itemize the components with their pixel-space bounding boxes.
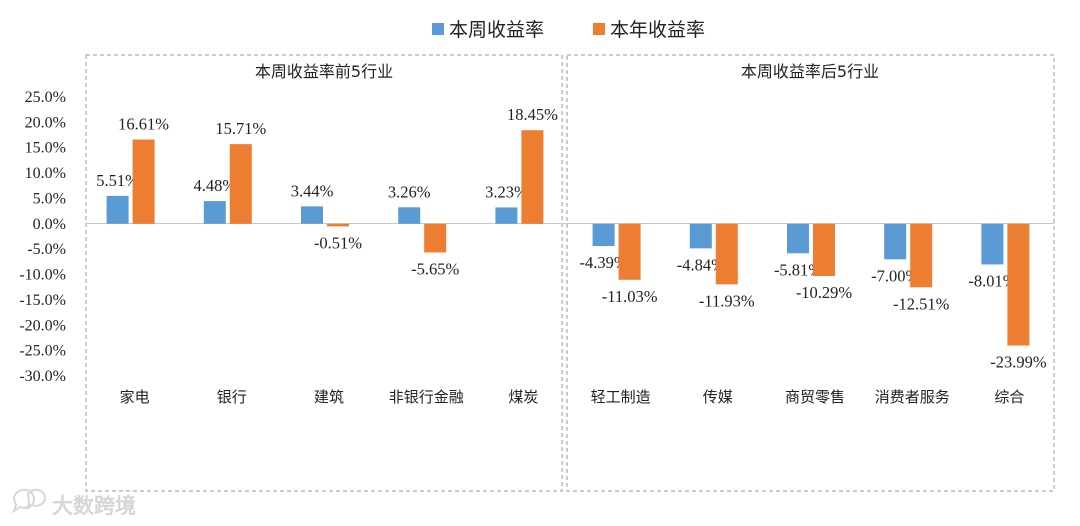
- category-label: 家电: [120, 388, 150, 406]
- data-label-weekly-return: -7.00%: [871, 266, 919, 285]
- y-tick-label: 0.0%: [33, 216, 66, 233]
- bars: 家电 5.51% 16.61% 银行 4.48% 15.71% 建筑 3.44% -0.51% 非…: [96, 105, 1047, 406]
- data-label-weekly-return: -4.39%: [580, 253, 628, 272]
- data-label-weekly-return: 5.51%: [96, 171, 139, 190]
- data-label-weekly-return: 3.26%: [388, 182, 431, 201]
- data-label-weekly-return: 4.48%: [193, 176, 236, 195]
- bar-ytd-return: [618, 223, 641, 280]
- bar-weekly-return: [592, 223, 615, 247]
- data-label-weekly-return: 3.23%: [485, 182, 528, 201]
- legend-swatch-series-1: [432, 23, 444, 35]
- speech-bubble-logo-icon: [12, 488, 46, 514]
- bar-ytd-return: [715, 223, 738, 285]
- legend-label-series-1: 本周收益率: [449, 19, 544, 41]
- data-label-ytd-return: -5.65%: [411, 259, 459, 278]
- y-tick-label: 25.0%: [25, 89, 66, 106]
- panel-frame-bottom: [566, 54, 1055, 492]
- bar-weekly-return: [301, 206, 323, 224]
- bar-ytd-return: [327, 223, 349, 227]
- bar-weekly-return: [884, 223, 907, 260]
- bar-weekly-return: [787, 223, 809, 254]
- bar-weekly-return: [495, 207, 518, 224]
- y-tick-label: -5.0%: [27, 241, 66, 258]
- y-axis-tick-labels: 25.0% 20.0% 15.0% 10.0% 5.0% 0.0% -5.0% -10.0% -…: [19, 89, 66, 385]
- y-tick-label: 10.0%: [25, 165, 66, 182]
- panel-frame-top: [85, 54, 563, 492]
- bar-weekly-return: [203, 201, 226, 224]
- watermark-text: 大数跨境: [52, 494, 136, 518]
- bar-ytd-return: [521, 130, 544, 224]
- watermark: 大数跨境: [12, 488, 136, 518]
- panel-title-bottom: 本周收益率后5行业: [741, 62, 879, 81]
- bar-weekly-return: [689, 223, 712, 249]
- category-label: 建筑: [314, 388, 344, 406]
- bar-weekly-return: [106, 195, 129, 224]
- data-label-weekly-return: -8.01%: [968, 271, 1016, 290]
- category-label: 煤炭: [508, 388, 538, 406]
- bar-ytd-return: [1007, 223, 1030, 346]
- panel-title-top: 本周收益率前5行业: [255, 62, 393, 81]
- data-label-weekly-return: 3.44%: [291, 181, 334, 200]
- category-label: 银行: [217, 388, 247, 406]
- y-tick-label: -30.0%: [19, 368, 66, 385]
- bar-weekly-return: [981, 223, 1004, 265]
- data-label-weekly-return: -4.84%: [677, 255, 725, 274]
- category-label: 传媒: [703, 388, 733, 406]
- legend: 本周收益率 本年收益率: [432, 19, 705, 41]
- y-tick-label: 15.0%: [25, 140, 66, 157]
- category-label: 商贸零售: [785, 388, 845, 406]
- y-tick-label: -15.0%: [19, 292, 66, 309]
- data-label-ytd-return: -23.99%: [990, 353, 1047, 372]
- data-label-ytd-return: -12.51%: [893, 294, 950, 313]
- bar-ytd-return: [813, 223, 835, 277]
- bar-ytd-return: [132, 139, 155, 224]
- y-tick-label: 5.0%: [33, 190, 66, 207]
- data-label-ytd-return: 16.61%: [118, 115, 169, 134]
- bar-ytd-return: [229, 144, 252, 224]
- y-tick-label: 20.0%: [25, 114, 66, 131]
- category-label: 消费者服务: [875, 388, 950, 406]
- y-tick-label: -10.0%: [19, 267, 66, 284]
- category-label: 综合: [994, 388, 1024, 406]
- legend-label-series-2: 本年收益率: [610, 19, 705, 41]
- data-label-ytd-return: -11.03%: [602, 287, 658, 306]
- bar-ytd-return: [910, 223, 933, 288]
- data-label-ytd-return: 15.71%: [215, 119, 266, 138]
- data-label-weekly-return: -5.81%: [774, 260, 822, 279]
- y-tick-label: -25.0%: [19, 343, 66, 360]
- y-tick-label: -20.0%: [19, 317, 66, 334]
- bar-ytd-return: [424, 223, 447, 253]
- data-label-ytd-return: 18.45%: [507, 105, 558, 124]
- bar-weekly-return: [398, 207, 421, 224]
- data-label-ytd-return: -0.51%: [314, 233, 362, 252]
- category-label: 非银行金融: [389, 388, 464, 406]
- category-label: 轻工制造: [591, 388, 651, 406]
- data-label-ytd-return: -11.93%: [699, 291, 755, 310]
- data-label-ytd-return: -10.29%: [796, 283, 853, 302]
- legend-swatch-series-2: [593, 23, 605, 35]
